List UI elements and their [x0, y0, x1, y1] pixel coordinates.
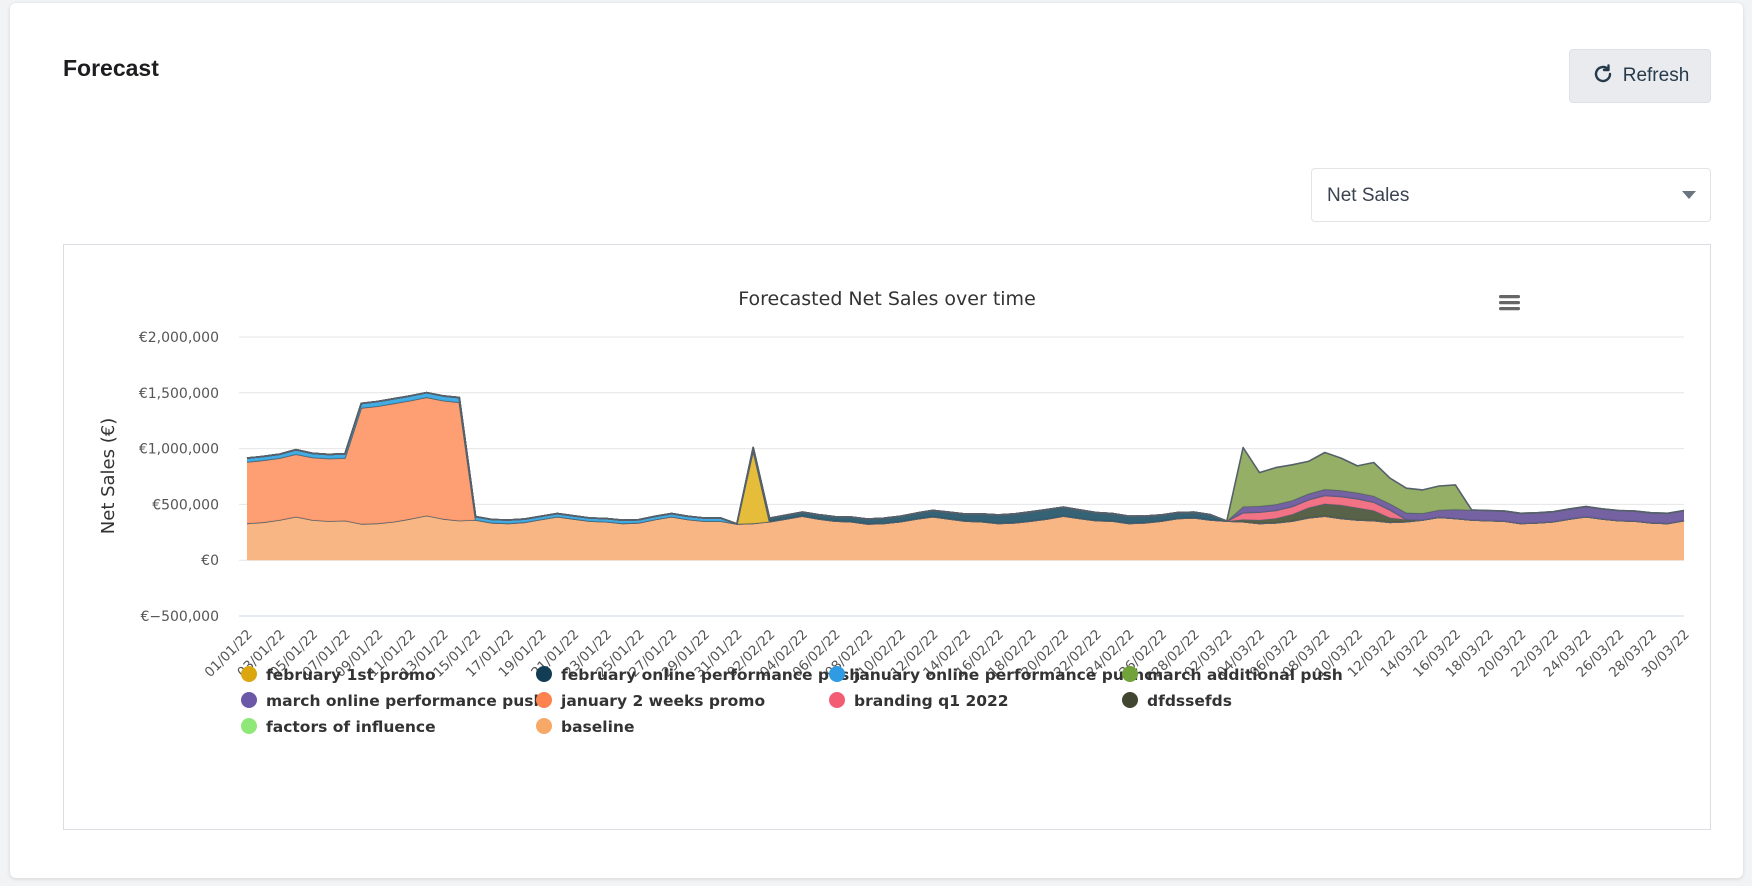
legend-marker[interactable] — [536, 692, 552, 708]
y-tick-label: €−500,000 — [140, 609, 219, 625]
legend-marker[interactable] — [536, 666, 552, 682]
y-tick-label: €500,000 — [152, 497, 219, 513]
legend-item[interactable]: january online performance pushc — [853, 666, 1153, 684]
menu-icon[interactable] — [1499, 295, 1520, 299]
area-baseline — [247, 515, 1684, 561]
legend-item[interactable]: dfdssefds — [1147, 692, 1232, 710]
legend-marker[interactable] — [536, 718, 552, 734]
chart-container: Forecasted Net Sales over time €−500,000 €… — [63, 244, 1711, 830]
y-tick-label: €0 — [201, 553, 219, 569]
refresh-label: Refresh — [1622, 65, 1690, 86]
y-tick-label: €1,000,000 — [139, 442, 219, 458]
forecast-card: Forecast Refresh Net Sales Forecasted Ne… — [10, 3, 1743, 878]
page-title: Forecast — [63, 55, 159, 81]
area-january-2-weeks-promo — [247, 397, 1684, 524]
legend-item[interactable]: january 2 weeks promo — [560, 692, 765, 710]
legend-item[interactable]: factors of influence — [266, 718, 436, 736]
legend-item[interactable]: march additional push — [1147, 666, 1343, 684]
y-axis-label: Net Sales (€) — [98, 418, 119, 534]
legend-item[interactable]: baseline — [561, 718, 634, 736]
legend-marker[interactable] — [241, 692, 257, 708]
net-sales-chart: Forecasted Net Sales over time €−500,000 €… — [98, 288, 1693, 736]
refresh-button[interactable]: Refresh — [1569, 49, 1711, 103]
legend-marker[interactable] — [829, 692, 845, 708]
menu-icon[interactable] — [1499, 301, 1520, 305]
legend-item[interactable]: february 1st promo — [266, 666, 436, 684]
refresh-icon — [1594, 64, 1611, 83]
metric-select[interactable]: Net Sales — [1311, 168, 1711, 222]
legend-marker[interactable] — [241, 718, 257, 734]
chart-title: Forecasted Net Sales over time — [738, 288, 1036, 310]
chevron-down-icon — [1682, 191, 1696, 199]
legend-marker[interactable] — [1122, 692, 1138, 708]
legend-item[interactable]: february online performance push — [561, 666, 860, 684]
legend-item[interactable]: branding q1 2022 — [854, 692, 1009, 710]
menu-icon[interactable] — [1499, 307, 1520, 311]
area-march-online-performance-push — [247, 392, 1684, 524]
y-tick-label: €2,000,000 — [139, 330, 219, 346]
y-tick-label: €1,500,000 — [139, 386, 219, 402]
legend-marker[interactable] — [241, 666, 257, 682]
metric-select-value: Net Sales — [1327, 185, 1410, 206]
line-march-additional-push — [246, 391, 1685, 525]
legend-item[interactable]: march online performance push — [266, 692, 545, 710]
legend-marker[interactable] — [829, 666, 845, 682]
legend-marker[interactable] — [1122, 666, 1138, 682]
